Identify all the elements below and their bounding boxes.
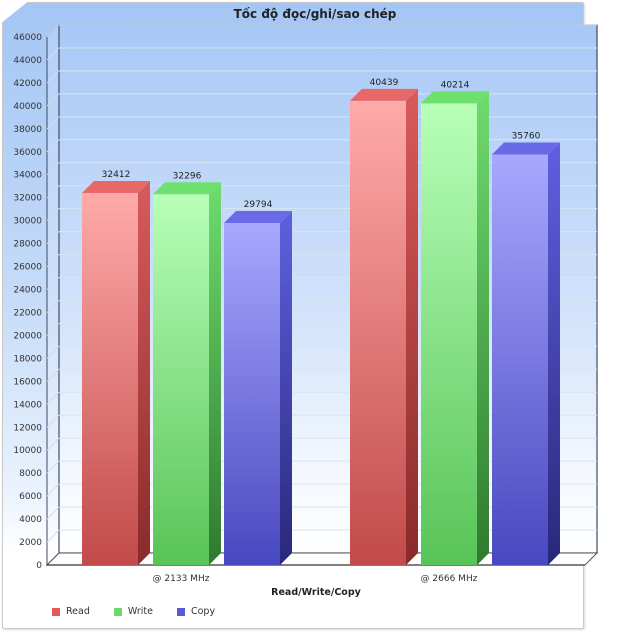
gridline-side (46, 483, 60, 497)
gridline-side (46, 277, 60, 290)
gridline-side (46, 368, 60, 382)
y-tick-label: 0 (36, 561, 42, 571)
legend: Read Write Copy (52, 606, 239, 617)
bar-write-0[interactable]: 32296 (153, 171, 221, 565)
gridline-side (46, 231, 60, 244)
gridline-side (46, 162, 60, 176)
data-label: 40439 (370, 78, 399, 88)
legend-swatch-read (52, 607, 60, 616)
gridline-side (46, 346, 60, 359)
legend-label-copy: Copy (190, 606, 216, 617)
gridline-side (46, 437, 60, 451)
gridline-side (46, 300, 60, 313)
gridline-side (46, 47, 60, 61)
y-tick-label: 38000 (13, 125, 42, 135)
gridline-side (46, 185, 60, 199)
bar-write-1[interactable]: 40214 (421, 80, 489, 566)
y-tick-label: 16000 (13, 377, 42, 387)
data-label: 40214 (441, 80, 470, 90)
legend-swatch-write (113, 607, 122, 616)
gridline-side (46, 323, 60, 336)
legend-item-write[interactable]: Write (113, 606, 153, 617)
gridline-side (46, 414, 60, 428)
gridline-side (46, 208, 60, 222)
gridline-side (46, 70, 60, 84)
gridline-side (46, 529, 60, 543)
y-tick-label: 22000 (13, 308, 42, 318)
y-tick-label: 32000 (13, 194, 42, 204)
legend-label-read: Read (66, 606, 90, 617)
gridline-side (46, 139, 60, 153)
data-label: 32296 (173, 171, 202, 181)
gridline-side (46, 93, 60, 107)
x-category-label: @ 2666 MHz (421, 574, 478, 584)
y-tick-label: 12000 (13, 423, 42, 433)
y-tick-label: 42000 (13, 79, 42, 89)
bar-read-0[interactable]: 32412 (82, 170, 150, 565)
y-tick-label: 2000 (19, 538, 42, 548)
y-tick-label: 8000 (19, 469, 42, 479)
gridline-side (46, 24, 60, 38)
y-tick-label: 34000 (13, 171, 42, 181)
gridline-side (46, 506, 60, 520)
y-tick-label: 18000 (13, 354, 42, 364)
y-tick-label: 36000 (13, 148, 42, 158)
y-tick-label: 20000 (13, 331, 42, 341)
y-tick-label: 14000 (13, 400, 42, 410)
y-tick-label: 40000 (13, 102, 42, 112)
y-tick-label: 10000 (13, 446, 42, 456)
corner-cut (0, 0, 30, 24)
y-tick-label: 28000 (13, 240, 42, 250)
gridline-side (46, 254, 60, 267)
gridline-side (46, 460, 60, 474)
data-label: 29794 (244, 200, 273, 210)
y-tick-label: 26000 (13, 263, 42, 273)
data-label: 35760 (512, 132, 541, 142)
gridline-side (46, 116, 60, 130)
y-tick-label: 30000 (13, 217, 42, 227)
x-axis-title: Read/Write/Copy (271, 587, 361, 598)
legend-item-copy[interactable]: Copy (176, 606, 216, 617)
gridline-side (46, 391, 60, 405)
chart-title: Tốc độ đọc/ghi/sao chép (233, 7, 397, 21)
y-tick-label: 6000 (19, 492, 42, 502)
data-label: 32412 (102, 170, 131, 180)
bar-read-1[interactable]: 40439 (350, 78, 418, 565)
legend-item-read[interactable]: Read (52, 606, 90, 617)
x-category-label: @ 2133 MHz (153, 574, 210, 584)
side-wall (46, 23, 60, 567)
legend-swatch-copy (176, 607, 185, 616)
y-tick-label: 46000 (13, 33, 42, 43)
y-tick-label: 4000 (19, 515, 42, 525)
legend-label-write: Write (127, 606, 153, 617)
y-tick-label: 44000 (13, 56, 42, 66)
y-tick-label: 24000 (13, 286, 42, 296)
bar-copy-0[interactable]: 29794 (224, 200, 292, 565)
bar-copy-1[interactable]: 35760 (492, 132, 560, 565)
